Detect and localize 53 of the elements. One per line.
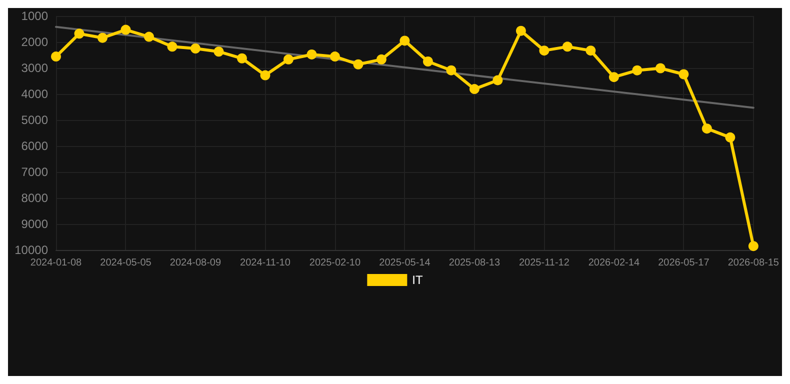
- point: [190, 44, 200, 54]
- point: [98, 32, 108, 43]
- y-tick-label: 4000: [21, 87, 48, 101]
- point: [446, 65, 456, 76]
- point: [167, 42, 178, 52]
- x-tick-label: 2025-11-12: [518, 258, 570, 268]
- point: [725, 132, 736, 142]
- x-tick-label: 2026-02-14: [588, 258, 640, 268]
- point: [469, 84, 480, 94]
- point: [632, 65, 642, 76]
- x-tick-label: 2024-11-10: [240, 258, 291, 268]
- point: [120, 24, 131, 35]
- y-tick-label: 8000: [21, 191, 48, 205]
- x-tick-label: 2026-08-15: [728, 258, 780, 268]
- point: [74, 28, 84, 39]
- y-tick-label: 10000: [14, 243, 48, 257]
- x-tick-label: 2025-05-14: [379, 258, 431, 268]
- point: [260, 70, 270, 80]
- y-tick-label: 2000: [21, 35, 48, 49]
- x-tick-label: 2025-02-10: [309, 258, 361, 268]
- point: [353, 59, 364, 70]
- x-tick-label: 2025-08-13: [448, 258, 500, 268]
- y-tick-label: 6000: [21, 139, 48, 153]
- x-tick-label: 2024-08-09: [170, 258, 222, 268]
- point: [492, 75, 503, 86]
- point: [214, 46, 224, 57]
- point: [330, 52, 340, 62]
- y-tick-label: 5000: [21, 113, 48, 127]
- x-tick-label: 2026-05-17: [658, 258, 710, 268]
- point: [562, 42, 572, 52]
- point: [283, 54, 294, 64]
- point: [655, 63, 666, 74]
- legend-label: IT: [412, 273, 424, 287]
- point: [236, 53, 247, 64]
- point: [400, 36, 410, 46]
- point: [306, 49, 317, 60]
- point: [144, 32, 154, 42]
- y-tick-label: 3000: [21, 61, 48, 75]
- point: [678, 69, 689, 80]
- x-tick-label: 2024-05-05: [100, 258, 152, 268]
- point: [608, 72, 619, 82]
- y-tick-label: 7000: [21, 165, 48, 179]
- point: [539, 46, 550, 56]
- point: [748, 241, 758, 252]
- point: [51, 52, 61, 62]
- y-tick-label: 9000: [21, 217, 48, 231]
- point: [586, 46, 596, 56]
- point: [422, 56, 433, 66]
- point: [516, 26, 526, 36]
- point: [702, 124, 712, 134]
- point: [376, 54, 386, 64]
- x-tick-label: 2024-01-08: [30, 258, 82, 268]
- y-tick-label: 1000: [21, 9, 48, 23]
